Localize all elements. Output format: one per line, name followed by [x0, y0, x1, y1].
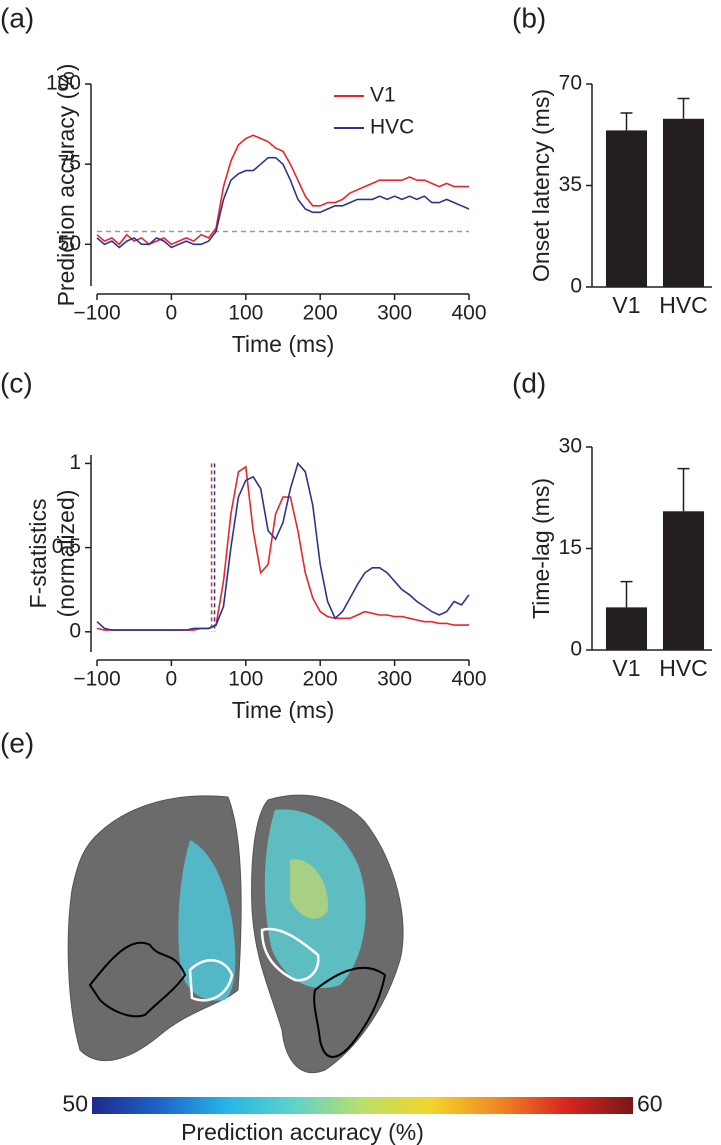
series-line	[96, 134, 469, 246]
y-tick-label: 0.5	[52, 535, 81, 558]
panel-label: (a)	[0, 2, 34, 33]
legend-label: HVC	[370, 116, 414, 139]
x-tick-label: −100	[73, 302, 120, 325]
y-tick-label: 0	[570, 275, 582, 298]
activation-left	[178, 840, 236, 1001]
series-line	[96, 461, 470, 631]
activation-core	[290, 859, 329, 919]
brain-image	[67, 794, 404, 1074]
error-bar	[620, 112, 633, 131]
series-line	[96, 156, 470, 249]
x-tick-label: 400	[451, 302, 486, 325]
y-tick-label: 100	[46, 72, 81, 95]
legend-label: V1	[370, 84, 396, 107]
y-tick-label: 1	[69, 451, 81, 474]
x-tick-label: HVC	[659, 292, 708, 318]
v1-contour-right	[260, 927, 320, 982]
error-bar	[677, 97, 690, 119]
y-tick-label: 0	[570, 638, 582, 661]
x-tick-label: 100	[228, 302, 263, 325]
bar	[662, 511, 705, 650]
panel-label: (b)	[512, 2, 546, 33]
y-axis-label: (normalized)	[53, 490, 79, 618]
x-tick-label: 300	[377, 668, 412, 691]
y-axis-label: F-statistics	[25, 499, 51, 609]
colorbar	[92, 1097, 633, 1114]
x-axis-label: Time (ms)	[232, 331, 335, 357]
x-tick-label: 200	[303, 668, 338, 691]
x-tick-label: V1	[612, 292, 640, 318]
y-axis-label: Onset latency (ms)	[528, 89, 554, 282]
x-tick-label: 0	[166, 302, 178, 325]
y-axis-label: Time-lag (ms)	[528, 478, 554, 619]
y-tick-label: 50	[58, 232, 81, 255]
colorbar-label: Prediction accuracy (%)	[181, 1119, 424, 1145]
y-tick-label: 35	[559, 173, 582, 196]
error-bar	[620, 580, 633, 608]
x-tick-label: −100	[73, 668, 120, 691]
bar	[605, 607, 648, 650]
y-tick-label: 0	[69, 619, 81, 642]
y-tick-label: 70	[559, 72, 582, 95]
y-tick-label: 75	[58, 152, 81, 175]
hvc-contour-left	[88, 941, 187, 1018]
x-tick-label: 100	[228, 668, 263, 691]
x-tick-label: 200	[303, 302, 338, 325]
x-axis-label: Time (ms)	[232, 697, 335, 723]
series-line	[96, 465, 469, 631]
x-tick-label: 300	[377, 302, 412, 325]
panel-label: (e)	[0, 727, 34, 758]
x-tick-label: V1	[612, 655, 640, 681]
hvc-contour-right	[313, 966, 387, 1058]
panel-label: (d)	[512, 367, 546, 398]
panel-label: (c)	[0, 367, 33, 398]
colorbar-tick-label: 60	[637, 1091, 663, 1117]
y-tick-label: 15	[559, 536, 582, 559]
x-tick-label: 400	[451, 668, 486, 691]
error-bar	[677, 467, 690, 512]
bar	[605, 130, 648, 287]
x-tick-label: HVC	[659, 655, 708, 681]
y-tick-label: 30	[559, 435, 582, 458]
colorbar-tick-label: 50	[62, 1091, 88, 1117]
v1-contour-left	[188, 959, 234, 1002]
bar	[662, 118, 705, 287]
x-tick-label: 0	[166, 668, 178, 691]
y-axis-label: Prediction accuracy (%)	[53, 64, 79, 307]
